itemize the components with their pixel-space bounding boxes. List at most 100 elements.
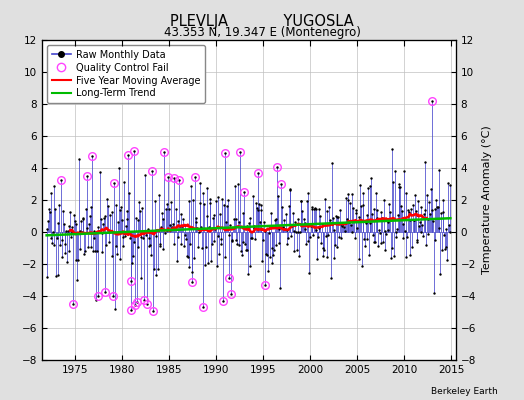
Point [126,234,134,241]
Point [68,229,76,235]
Point [437,210,445,216]
Point [228,238,237,244]
Point [268,260,277,266]
Point [199,190,208,196]
Point [182,236,190,242]
Point [57,176,65,183]
Point [74,257,82,263]
Text: Berkeley Earth: Berkeley Earth [431,387,498,396]
Point [300,226,309,232]
Point [425,198,433,205]
Point [267,245,276,251]
Point [71,220,80,227]
Point [256,218,264,225]
Point [188,278,196,285]
Point [162,201,171,207]
Point [307,223,315,229]
Point [387,255,395,261]
Point [202,213,211,220]
Point [289,228,298,235]
Point [423,231,432,238]
Point [101,212,109,219]
Point [96,216,105,222]
Point [319,245,327,252]
Point [217,236,226,242]
Point [259,237,267,244]
Point [309,232,318,238]
Point [143,301,151,308]
Point [363,212,372,218]
Point [63,228,72,234]
Point [159,246,168,252]
Point [376,240,385,246]
Point [364,185,372,192]
Point [431,237,439,244]
Point [233,240,242,247]
Point [398,208,406,214]
Point [183,254,192,260]
Point [247,235,255,241]
Point [351,234,359,241]
Point [185,198,193,204]
Point [197,224,205,230]
Point [315,224,324,231]
Point [155,192,163,198]
Point [331,242,340,248]
Point [93,224,102,230]
Point [125,190,133,197]
Point [306,234,314,240]
Point [144,243,152,249]
Point [122,222,130,229]
Point [75,228,84,234]
Point [305,270,313,276]
Point [107,228,115,234]
Point [175,177,183,184]
Point [156,240,165,247]
Point [214,194,223,200]
Point [349,204,357,211]
Point [360,235,368,242]
Point [406,217,414,224]
Point [42,226,51,232]
Point [395,183,403,190]
Point [115,165,123,171]
Point [420,210,428,217]
Point [188,269,196,275]
Point [170,174,179,181]
Point [57,237,66,244]
Point [397,203,405,210]
Point [327,275,335,281]
Point [202,244,210,250]
Point [230,216,238,222]
Point [325,204,333,210]
Point [167,199,176,206]
Point [150,198,159,204]
Point [104,202,112,209]
Point [290,248,299,254]
Point [79,215,88,221]
Legend: Raw Monthly Data, Quality Control Fail, Five Year Moving Average, Long-Term Tren: Raw Monthly Data, Quality Control Fail, … [47,45,205,103]
Point [179,216,187,222]
Y-axis label: Temperature Anomaly (°C): Temperature Anomaly (°C) [482,126,492,274]
Point [373,214,381,221]
Point [239,238,248,245]
Point [114,219,122,225]
Point [367,174,375,181]
Point [379,239,387,245]
Point [396,184,405,191]
Point [147,252,155,258]
Point [98,230,106,236]
Point [46,209,54,215]
Point [69,300,78,307]
Point [318,221,326,228]
Point [91,248,100,254]
Point [164,174,172,180]
Point [375,227,383,233]
Point [203,185,212,191]
Point [353,225,361,232]
Point [131,302,139,308]
Point [79,216,87,223]
Point [45,206,53,213]
Point [278,204,286,210]
Point [111,306,119,312]
